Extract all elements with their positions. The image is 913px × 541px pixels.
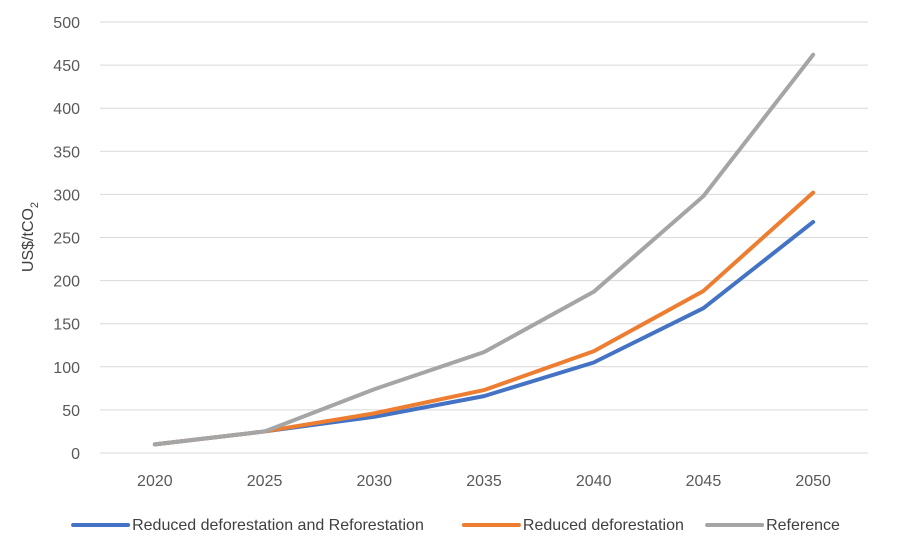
x-axis-ticks: 2020 2025 2030 2035 2040 2045 2050 <box>137 473 831 490</box>
legend-label-3: Reference <box>766 517 840 534</box>
gridlines <box>100 21 868 454</box>
y-axis-title-main: US$/tCO <box>20 208 37 272</box>
y-tick-label-300: 300 <box>53 187 80 204</box>
y-axis-ticks: 0 50 100 150 200 250 300 350 400 450 500 <box>53 15 80 463</box>
x-tick-label-2025: 2025 <box>247 473 283 490</box>
series-line-1 <box>152 219 816 447</box>
y-axis-title-subscript: 2 <box>29 202 41 208</box>
y-tick-label-200: 200 <box>53 274 80 291</box>
y-tick-label-0: 0 <box>71 446 80 463</box>
series-lines <box>152 52 816 447</box>
y-tick-label-500: 500 <box>53 15 80 32</box>
y-tick-label-250: 250 <box>53 231 80 248</box>
y-tick-label-50: 50 <box>62 403 80 420</box>
y-tick-label-100: 100 <box>53 360 80 377</box>
legend-label-1: Reduced deforestation and Reforestation <box>132 517 424 534</box>
x-tick-label-2045: 2045 <box>686 473 722 490</box>
svg-text:US$/tCO2: US$/tCO2 <box>20 202 41 272</box>
y-axis-title: US$/tCO2 <box>20 202 41 272</box>
x-tick-label-2030: 2030 <box>356 473 392 490</box>
y-tick-label-450: 450 <box>53 58 80 75</box>
x-tick-label-2050: 2050 <box>795 473 831 490</box>
y-tick-label-150: 150 <box>53 317 80 334</box>
x-tick-label-2020: 2020 <box>137 473 173 490</box>
y-tick-label-350: 350 <box>53 144 80 161</box>
legend-label-2: Reduced deforestation <box>523 517 684 534</box>
legend: Reduced deforestation and Reforestation R… <box>71 517 840 534</box>
y-tick-label-400: 400 <box>53 101 80 118</box>
x-tick-label-2040: 2040 <box>576 473 612 490</box>
series-line-3 <box>152 52 816 447</box>
series-line-2 <box>152 190 816 447</box>
x-tick-label-2035: 2035 <box>466 473 502 490</box>
